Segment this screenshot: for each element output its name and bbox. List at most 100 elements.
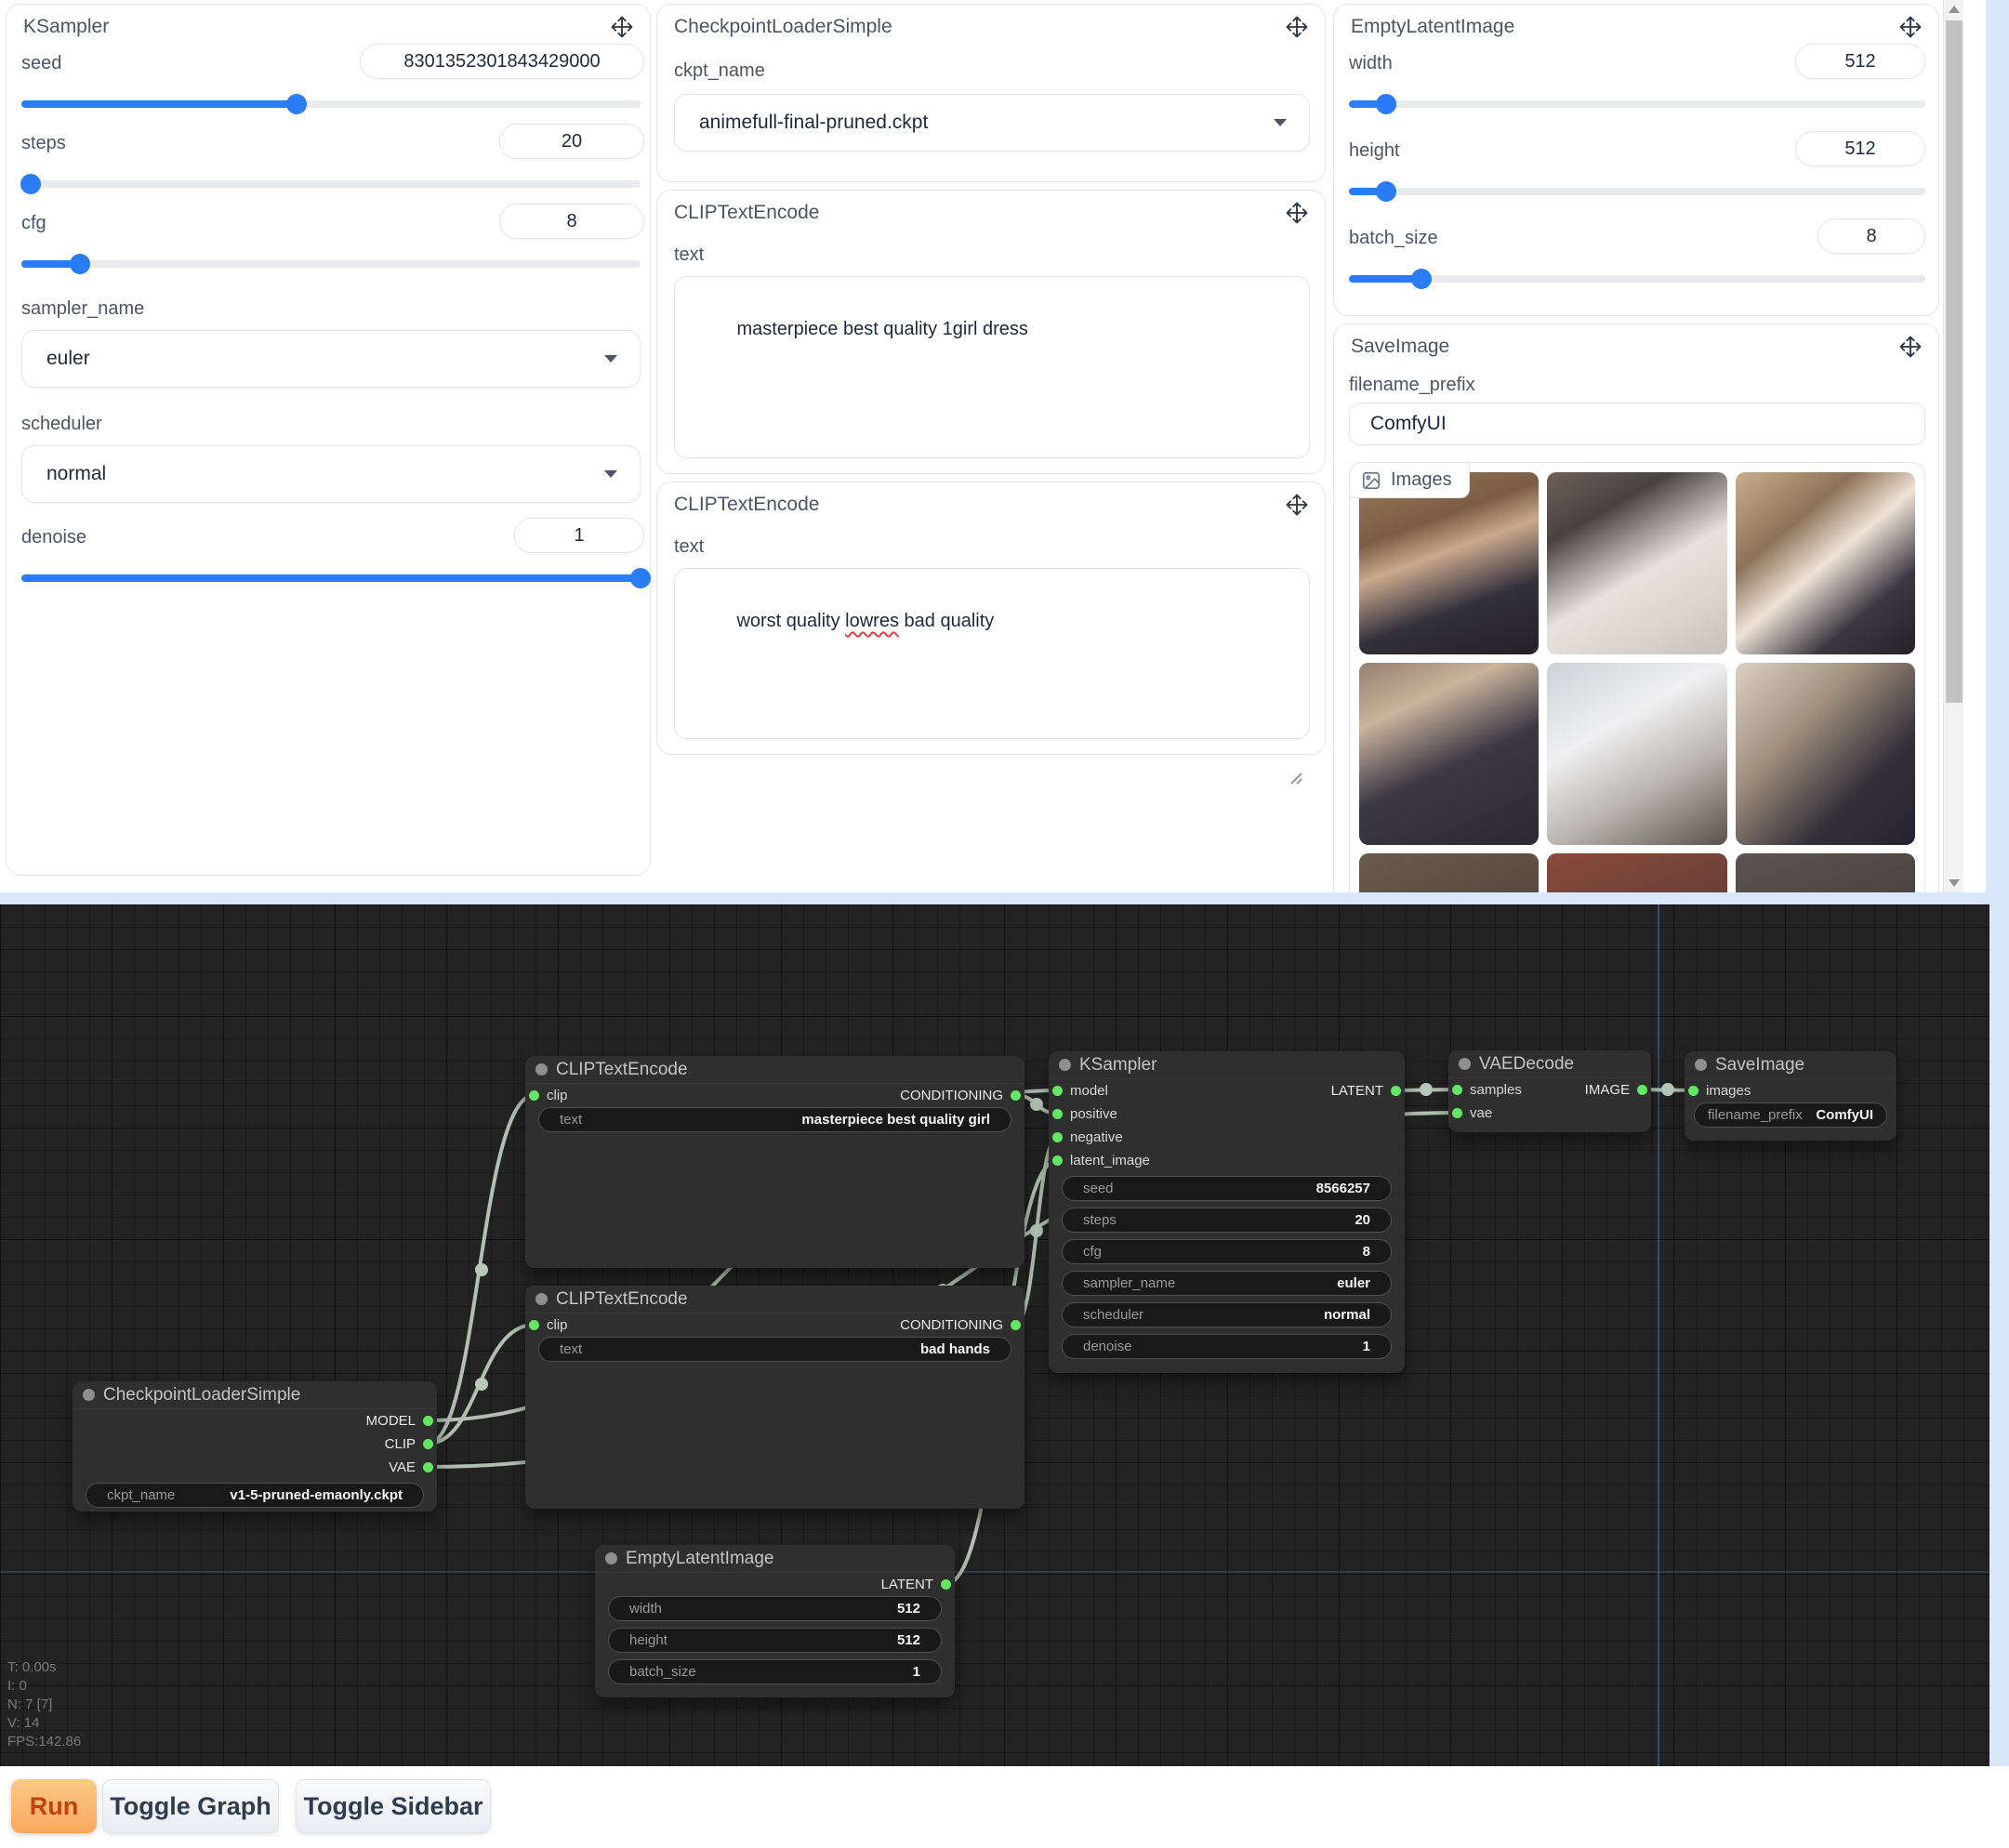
seed-input[interactable]: [360, 44, 644, 79]
move-icon[interactable]: [1897, 14, 1923, 40]
move-icon[interactable]: [1284, 14, 1310, 40]
generated-image-thumbnail[interactable]: [1735, 853, 1915, 892]
node-title-bar[interactable]: CLIPTextEncode: [525, 1286, 1024, 1313]
output-port-latent[interactable]: [941, 1579, 951, 1590]
resize-handle-icon[interactable]: [1288, 717, 1302, 785]
move-icon[interactable]: [1897, 334, 1923, 360]
toggle-graph-button[interactable]: Toggle Graph: [102, 1779, 279, 1833]
slider-thumb[interactable]: [1376, 181, 1397, 202]
generated-image-thumbnail[interactable]: [1547, 663, 1727, 845]
sampler-name-select[interactable]: euler: [21, 330, 641, 388]
generated-image-thumbnail[interactable]: [1547, 853, 1727, 892]
node-title-bar[interactable]: VAEDecode: [1448, 1050, 1651, 1078]
denoise-slider[interactable]: [21, 568, 651, 588]
input-port-images[interactable]: [1688, 1086, 1698, 1096]
toggle-sidebar-button[interactable]: Toggle Sidebar: [296, 1779, 491, 1833]
generated-image-thumbnail[interactable]: [1735, 472, 1915, 654]
node-widget-ckpt-name[interactable]: ckpt_name v1-5-pruned-emaonly.ckpt: [86, 1483, 424, 1508]
generated-image-thumbnail[interactable]: [1359, 472, 1540, 654]
output-port-clip[interactable]: [423, 1439, 433, 1449]
output-port-vae[interactable]: [423, 1462, 433, 1472]
node-collapse-dot[interactable]: [83, 1389, 95, 1401]
move-icon[interactable]: [609, 14, 635, 40]
negative-prompt-textarea[interactable]: worst quality lowres bad quality: [674, 568, 1310, 785]
node-title-bar[interactable]: CLIPTextEncode: [525, 1056, 1024, 1084]
slider-thumb[interactable]: [20, 174, 41, 194]
run-button[interactable]: Run: [11, 1779, 97, 1833]
node-title-bar[interactable]: SaveImage: [1685, 1051, 1897, 1079]
input-port-model[interactable]: [1052, 1086, 1063, 1096]
steps-input[interactable]: [499, 124, 644, 159]
scrollbar-thumb[interactable]: [1946, 20, 1963, 703]
node-collapse-dot[interactable]: [1459, 1058, 1471, 1070]
cfg-slider[interactable]: [21, 254, 641, 274]
input-port-positive[interactable]: [1052, 1109, 1063, 1119]
node-title-bar[interactable]: KSampler: [1049, 1051, 1405, 1079]
scheduler-select[interactable]: normal: [21, 445, 641, 503]
node-collapse-dot[interactable]: [535, 1293, 548, 1305]
node-widget-scheduler[interactable]: scheduler normal: [1062, 1302, 1392, 1327]
graph-node-saveimage[interactable]: SaveImage images filename_prefix ComfyUI: [1685, 1051, 1897, 1141]
slider-thumb[interactable]: [70, 254, 91, 274]
node-widget-text[interactable]: text masterpiece best quality girl: [538, 1107, 1011, 1132]
width-slider[interactable]: [1349, 94, 1925, 114]
output-port-image[interactable]: [1637, 1085, 1647, 1095]
generated-image-thumbnail[interactable]: [1359, 853, 1540, 892]
steps-slider[interactable]: [20, 174, 641, 194]
input-port-vae[interactable]: [1452, 1108, 1462, 1118]
node-widget-filename-prefix[interactable]: filename_prefix ComfyUI: [1694, 1102, 1887, 1128]
node-collapse-dot[interactable]: [605, 1552, 617, 1564]
graph-node-vaedecode[interactable]: VAEDecode samples IMAGE vae: [1448, 1050, 1651, 1132]
node-widget-seed[interactable]: seed 8566257: [1062, 1176, 1392, 1201]
move-icon[interactable]: [1284, 200, 1310, 226]
node-widget-text[interactable]: text bad hands: [538, 1337, 1011, 1362]
generated-image-thumbnail[interactable]: [1359, 663, 1540, 845]
output-port-latent[interactable]: [1391, 1086, 1401, 1096]
scroll-up-arrow[interactable]: [1944, 0, 1964, 19]
output-port-conditioning[interactable]: [1011, 1090, 1021, 1101]
input-port-clip[interactable]: [529, 1320, 539, 1330]
graph-node-empty-latent-image[interactable]: EmptyLatentImage LATENT width 512 height 5…: [595, 1545, 955, 1697]
graph-node-checkpoint-loader[interactable]: CheckpointLoaderSimple MODEL CLIP VAE ck…: [73, 1381, 437, 1511]
graph-node-clip-text-encode-positive[interactable]: CLIPTextEncode clip CONDITIONING text ma…: [525, 1056, 1024, 1268]
node-widget-batch-size[interactable]: batch_size 1: [608, 1659, 942, 1684]
height-slider[interactable]: [1349, 181, 1925, 202]
seed-slider[interactable]: [21, 94, 641, 114]
generated-image-thumbnail[interactable]: [1547, 472, 1727, 654]
node-widget-denoise[interactable]: denoise 1: [1062, 1334, 1392, 1359]
output-port-conditioning[interactable]: [1011, 1320, 1021, 1330]
height-input[interactable]: [1795, 131, 1925, 166]
ckpt-name-select[interactable]: animefull-final-pruned.ckpt: [674, 94, 1310, 152]
output-port-model[interactable]: [423, 1416, 433, 1426]
generated-image-thumbnail[interactable]: [1735, 663, 1915, 845]
cfg-input[interactable]: [499, 204, 644, 239]
graph-node-ksampler[interactable]: KSampler model LATENT positive negative …: [1049, 1051, 1405, 1373]
filename-prefix-input[interactable]: [1349, 403, 1925, 445]
batch-size-slider[interactable]: [1349, 269, 1925, 289]
input-port-negative[interactable]: [1052, 1132, 1063, 1142]
node-collapse-dot[interactable]: [1059, 1059, 1071, 1071]
move-icon[interactable]: [1284, 492, 1310, 518]
slider-thumb[interactable]: [286, 94, 308, 114]
denoise-input[interactable]: [514, 518, 644, 553]
node-widget-cfg[interactable]: cfg 8: [1062, 1239, 1392, 1264]
resize-handle-icon[interactable]: [1288, 436, 1302, 504]
node-title-bar[interactable]: EmptyLatentImage: [595, 1545, 955, 1573]
width-input[interactable]: [1795, 44, 1925, 79]
batch-size-input[interactable]: [1817, 218, 1925, 254]
node-widget-steps[interactable]: steps 20: [1062, 1208, 1392, 1233]
graph-node-clip-text-encode-negative[interactable]: CLIPTextEncode clip CONDITIONING text ba…: [525, 1286, 1024, 1509]
node-widget-height[interactable]: height 512: [608, 1628, 942, 1653]
slider-thumb[interactable]: [630, 568, 651, 588]
scroll-down-arrow[interactable]: [1944, 874, 1964, 892]
node-widget-width[interactable]: width 512: [608, 1596, 942, 1621]
slider-thumb[interactable]: [1376, 94, 1397, 114]
node-collapse-dot[interactable]: [535, 1063, 548, 1076]
positive-prompt-textarea[interactable]: masterpiece best quality 1girl dress: [674, 276, 1310, 504]
input-port-latent-image[interactable]: [1052, 1155, 1063, 1166]
slider-thumb[interactable]: [1410, 269, 1432, 289]
node-title-bar[interactable]: CheckpointLoaderSimple: [73, 1381, 437, 1409]
node-collapse-dot[interactable]: [1695, 1059, 1707, 1071]
node-widget-sampler-name[interactable]: sampler_name euler: [1062, 1271, 1392, 1296]
input-port-clip[interactable]: [529, 1090, 539, 1101]
